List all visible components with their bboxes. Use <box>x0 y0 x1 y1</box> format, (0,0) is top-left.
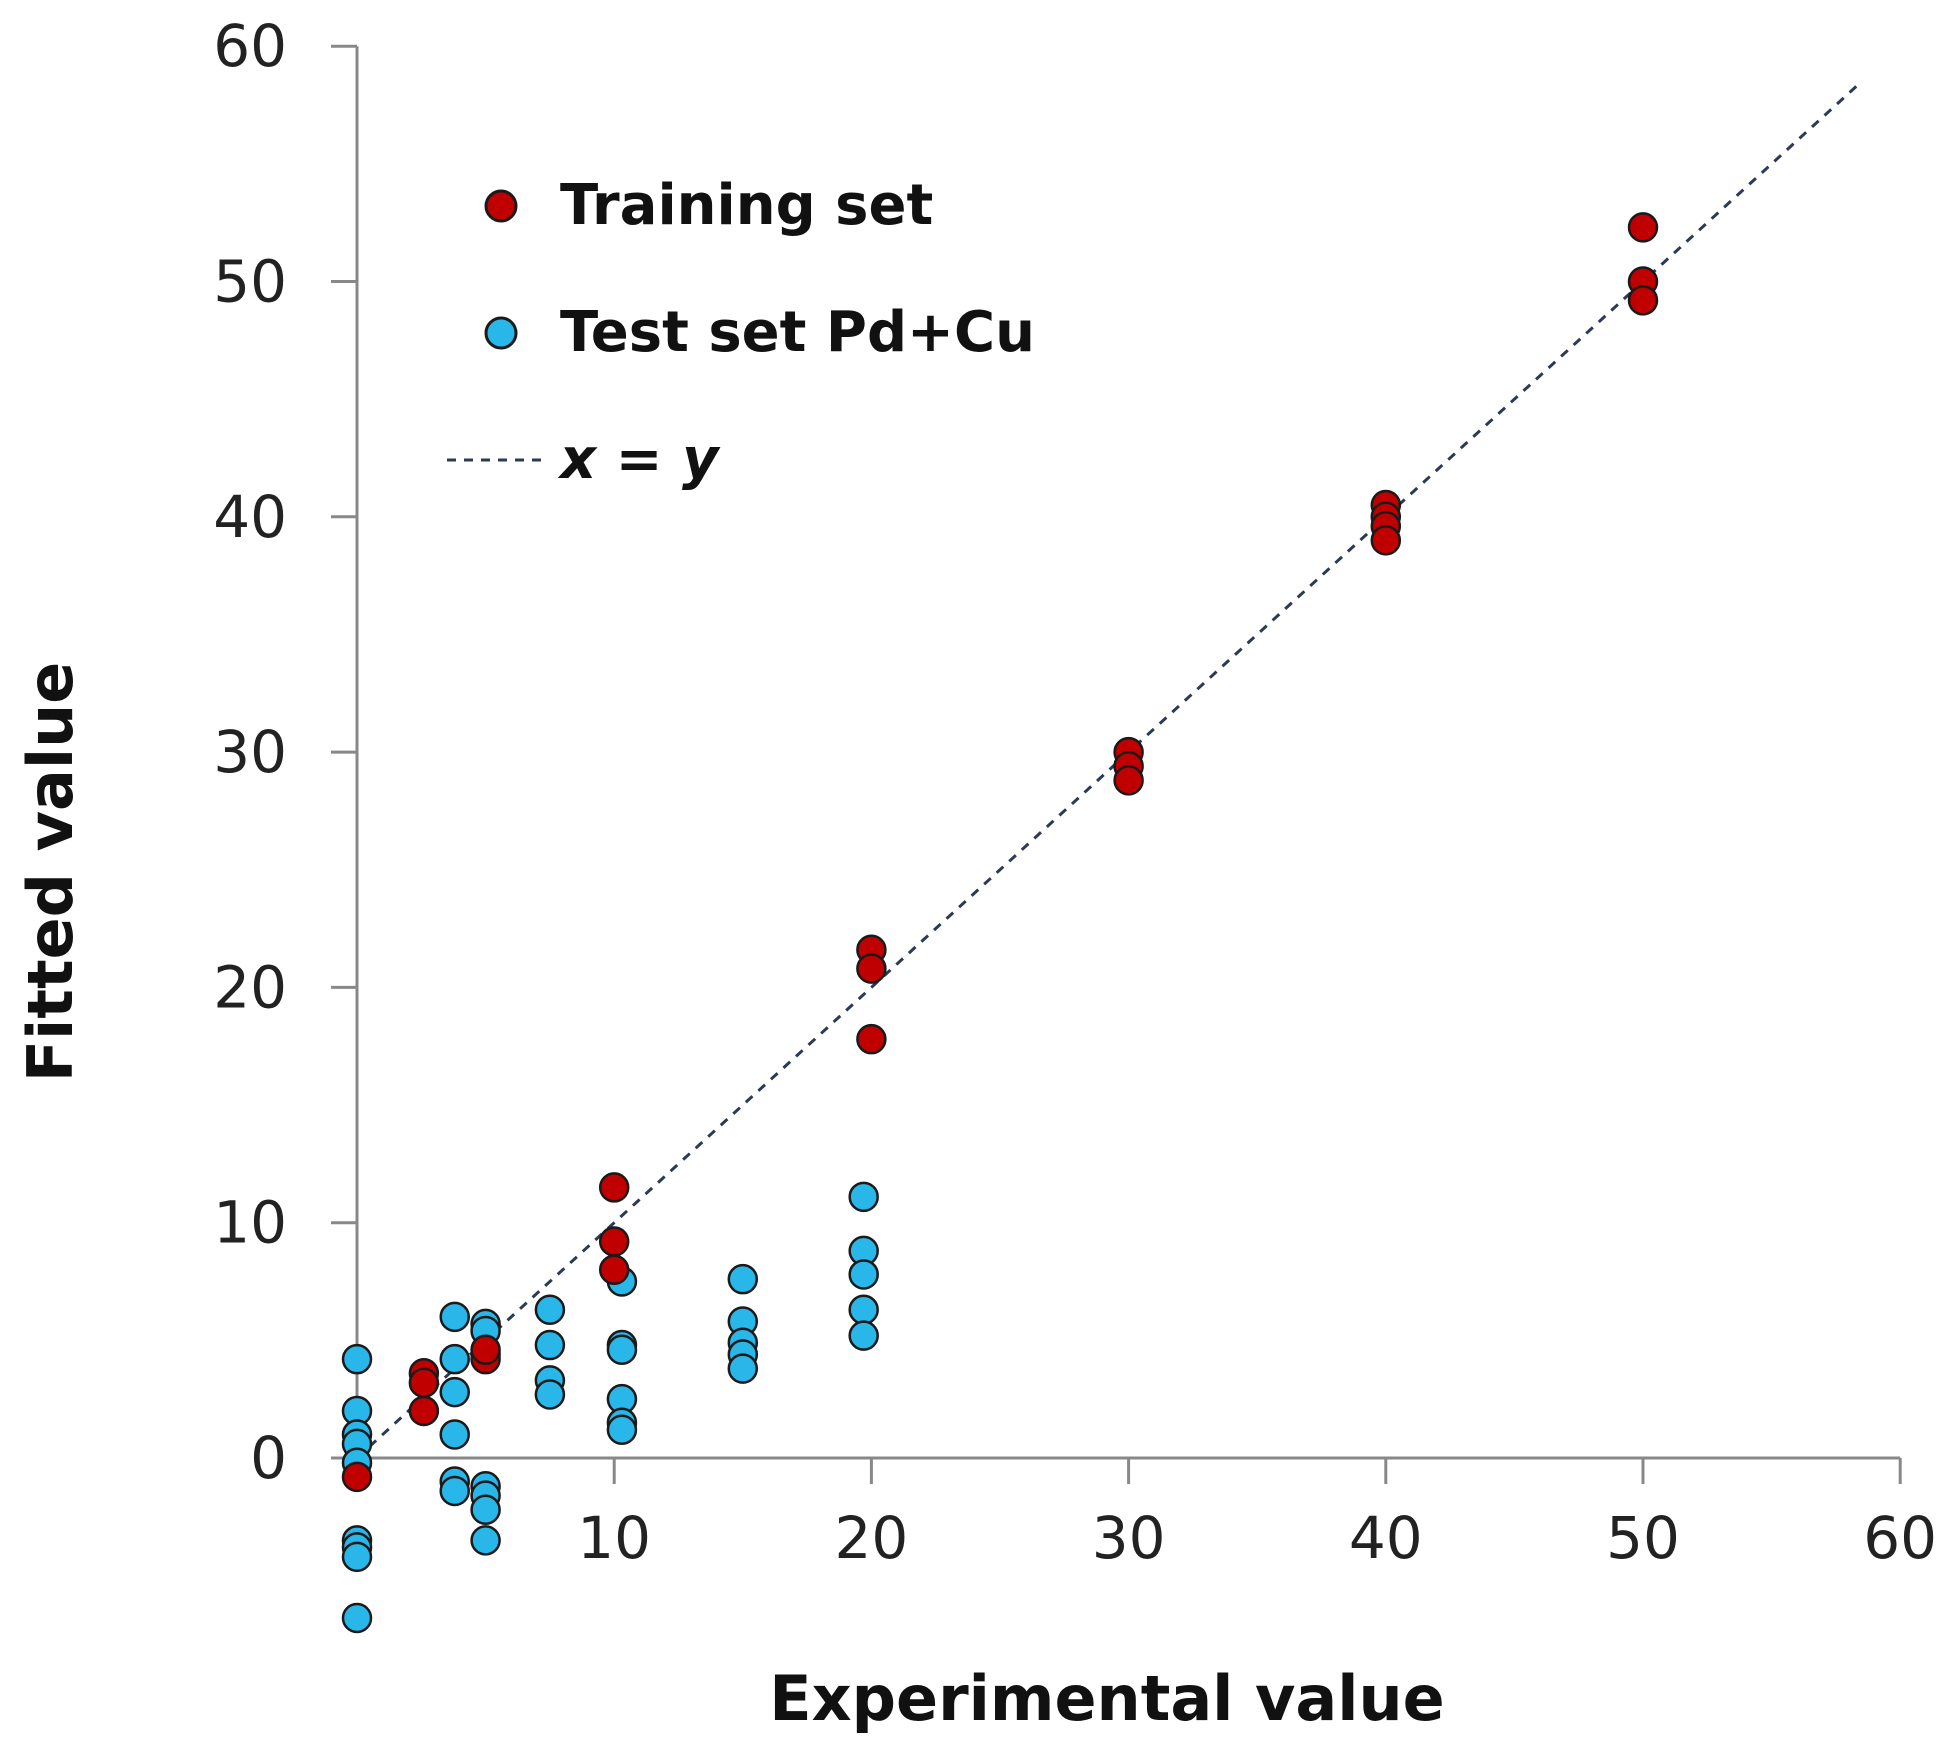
training-point <box>1370 525 1402 556</box>
test-point <box>534 1379 566 1410</box>
x-tick-label: 40 <box>1349 1504 1423 1572</box>
test-point <box>439 1301 470 1333</box>
test-point <box>534 1329 566 1361</box>
test-point <box>727 1263 759 1295</box>
training-point <box>598 1172 630 1203</box>
legend-training-marker <box>484 189 518 223</box>
training-point <box>408 1367 440 1398</box>
training-point <box>598 1254 630 1286</box>
test-point <box>439 1475 470 1507</box>
test-point <box>848 1259 879 1290</box>
test-point <box>470 1494 501 1526</box>
training-point <box>341 1461 373 1493</box>
test-point <box>848 1181 879 1213</box>
test-point <box>341 1541 373 1573</box>
y-tick-label: 40 <box>213 483 287 551</box>
training-point <box>1113 765 1144 796</box>
training-point <box>1627 212 1659 243</box>
axes: 0 10 20 30 40 50 60 10 20 30 40 50 60 <box>213 12 1937 1572</box>
test-point <box>439 1376 470 1408</box>
test-point <box>534 1294 566 1326</box>
x-tick-label: 20 <box>834 1504 908 1572</box>
y-tick-label: 10 <box>213 1189 287 1257</box>
y-tick-label: 20 <box>213 953 287 1021</box>
test-point <box>727 1353 759 1384</box>
y-tick-label: 0 <box>250 1424 287 1492</box>
x-tick-label: 30 <box>1092 1504 1166 1572</box>
y-tick-label: 30 <box>213 718 287 786</box>
legend-line-label: x = y <box>557 427 721 492</box>
test-set-points <box>341 1181 879 1634</box>
test-point <box>848 1294 879 1326</box>
x-axis-ticks: 10 20 30 40 50 60 <box>577 1458 1937 1572</box>
y-axis-ticks: 0 10 20 30 40 50 60 <box>213 12 357 1492</box>
y-tick-label: 50 <box>213 248 287 316</box>
x-tick-label: 50 <box>1606 1504 1680 1572</box>
legend: Training set Test set Pd+Cu x = y <box>447 173 1035 492</box>
test-point <box>341 1602 373 1634</box>
training-point <box>1627 285 1659 316</box>
training-point <box>470 1334 501 1366</box>
training-point <box>408 1395 440 1427</box>
x-axis-title: Experimental value <box>769 1662 1444 1735</box>
test-point <box>439 1343 470 1375</box>
training-point <box>856 1023 887 1055</box>
x-tick-label: 60 <box>1863 1504 1937 1572</box>
legend-training-label: Training set <box>560 173 933 238</box>
training-point <box>598 1226 630 1257</box>
test-point <box>606 1334 638 1366</box>
x-tick-label: 10 <box>577 1504 651 1572</box>
test-point <box>606 1414 638 1446</box>
training-point <box>856 953 887 984</box>
training-set-points <box>341 212 1659 1493</box>
test-point <box>439 1419 470 1450</box>
y-axis-title: Fitted value <box>14 662 87 1083</box>
legend-test-marker <box>484 316 518 350</box>
test-point <box>341 1343 373 1375</box>
test-point <box>848 1320 879 1351</box>
legend-test-label: Test set Pd+Cu <box>560 300 1035 365</box>
test-point <box>470 1525 501 1556</box>
y-tick-label: 60 <box>213 12 287 80</box>
